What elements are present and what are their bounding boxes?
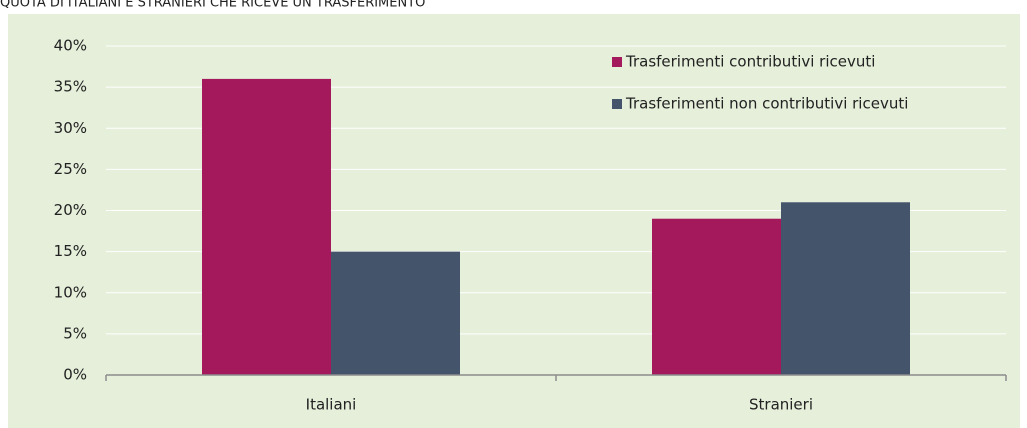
x-tick-label: Stranieri (749, 396, 813, 414)
y-tick-label: 5% (63, 324, 87, 342)
legend-label: Trasferimenti non contributivi ricevuti (625, 95, 908, 113)
legend-label: Trasferimenti contributivi ricevuti (625, 53, 875, 71)
y-tick-label: 20% (54, 201, 87, 219)
bar (331, 251, 460, 375)
chart-title: QUOTA DI ITALIANI E STRANIERI CHE RICEVE… (0, 0, 425, 11)
y-tick-label: 35% (54, 78, 87, 96)
legend-swatch (612, 99, 622, 109)
y-tick-label: 25% (54, 160, 87, 178)
x-tick-label: Italiani (306, 396, 357, 414)
bar (652, 218, 781, 375)
y-tick-label: 30% (54, 119, 87, 137)
y-tick-label: 15% (54, 242, 87, 260)
legend-swatch (612, 57, 622, 67)
y-tick-label: 10% (54, 283, 87, 301)
y-tick-label: 0% (63, 366, 87, 384)
y-tick-label: 40% (54, 37, 87, 55)
bar (781, 202, 910, 375)
bar (202, 78, 331, 376)
